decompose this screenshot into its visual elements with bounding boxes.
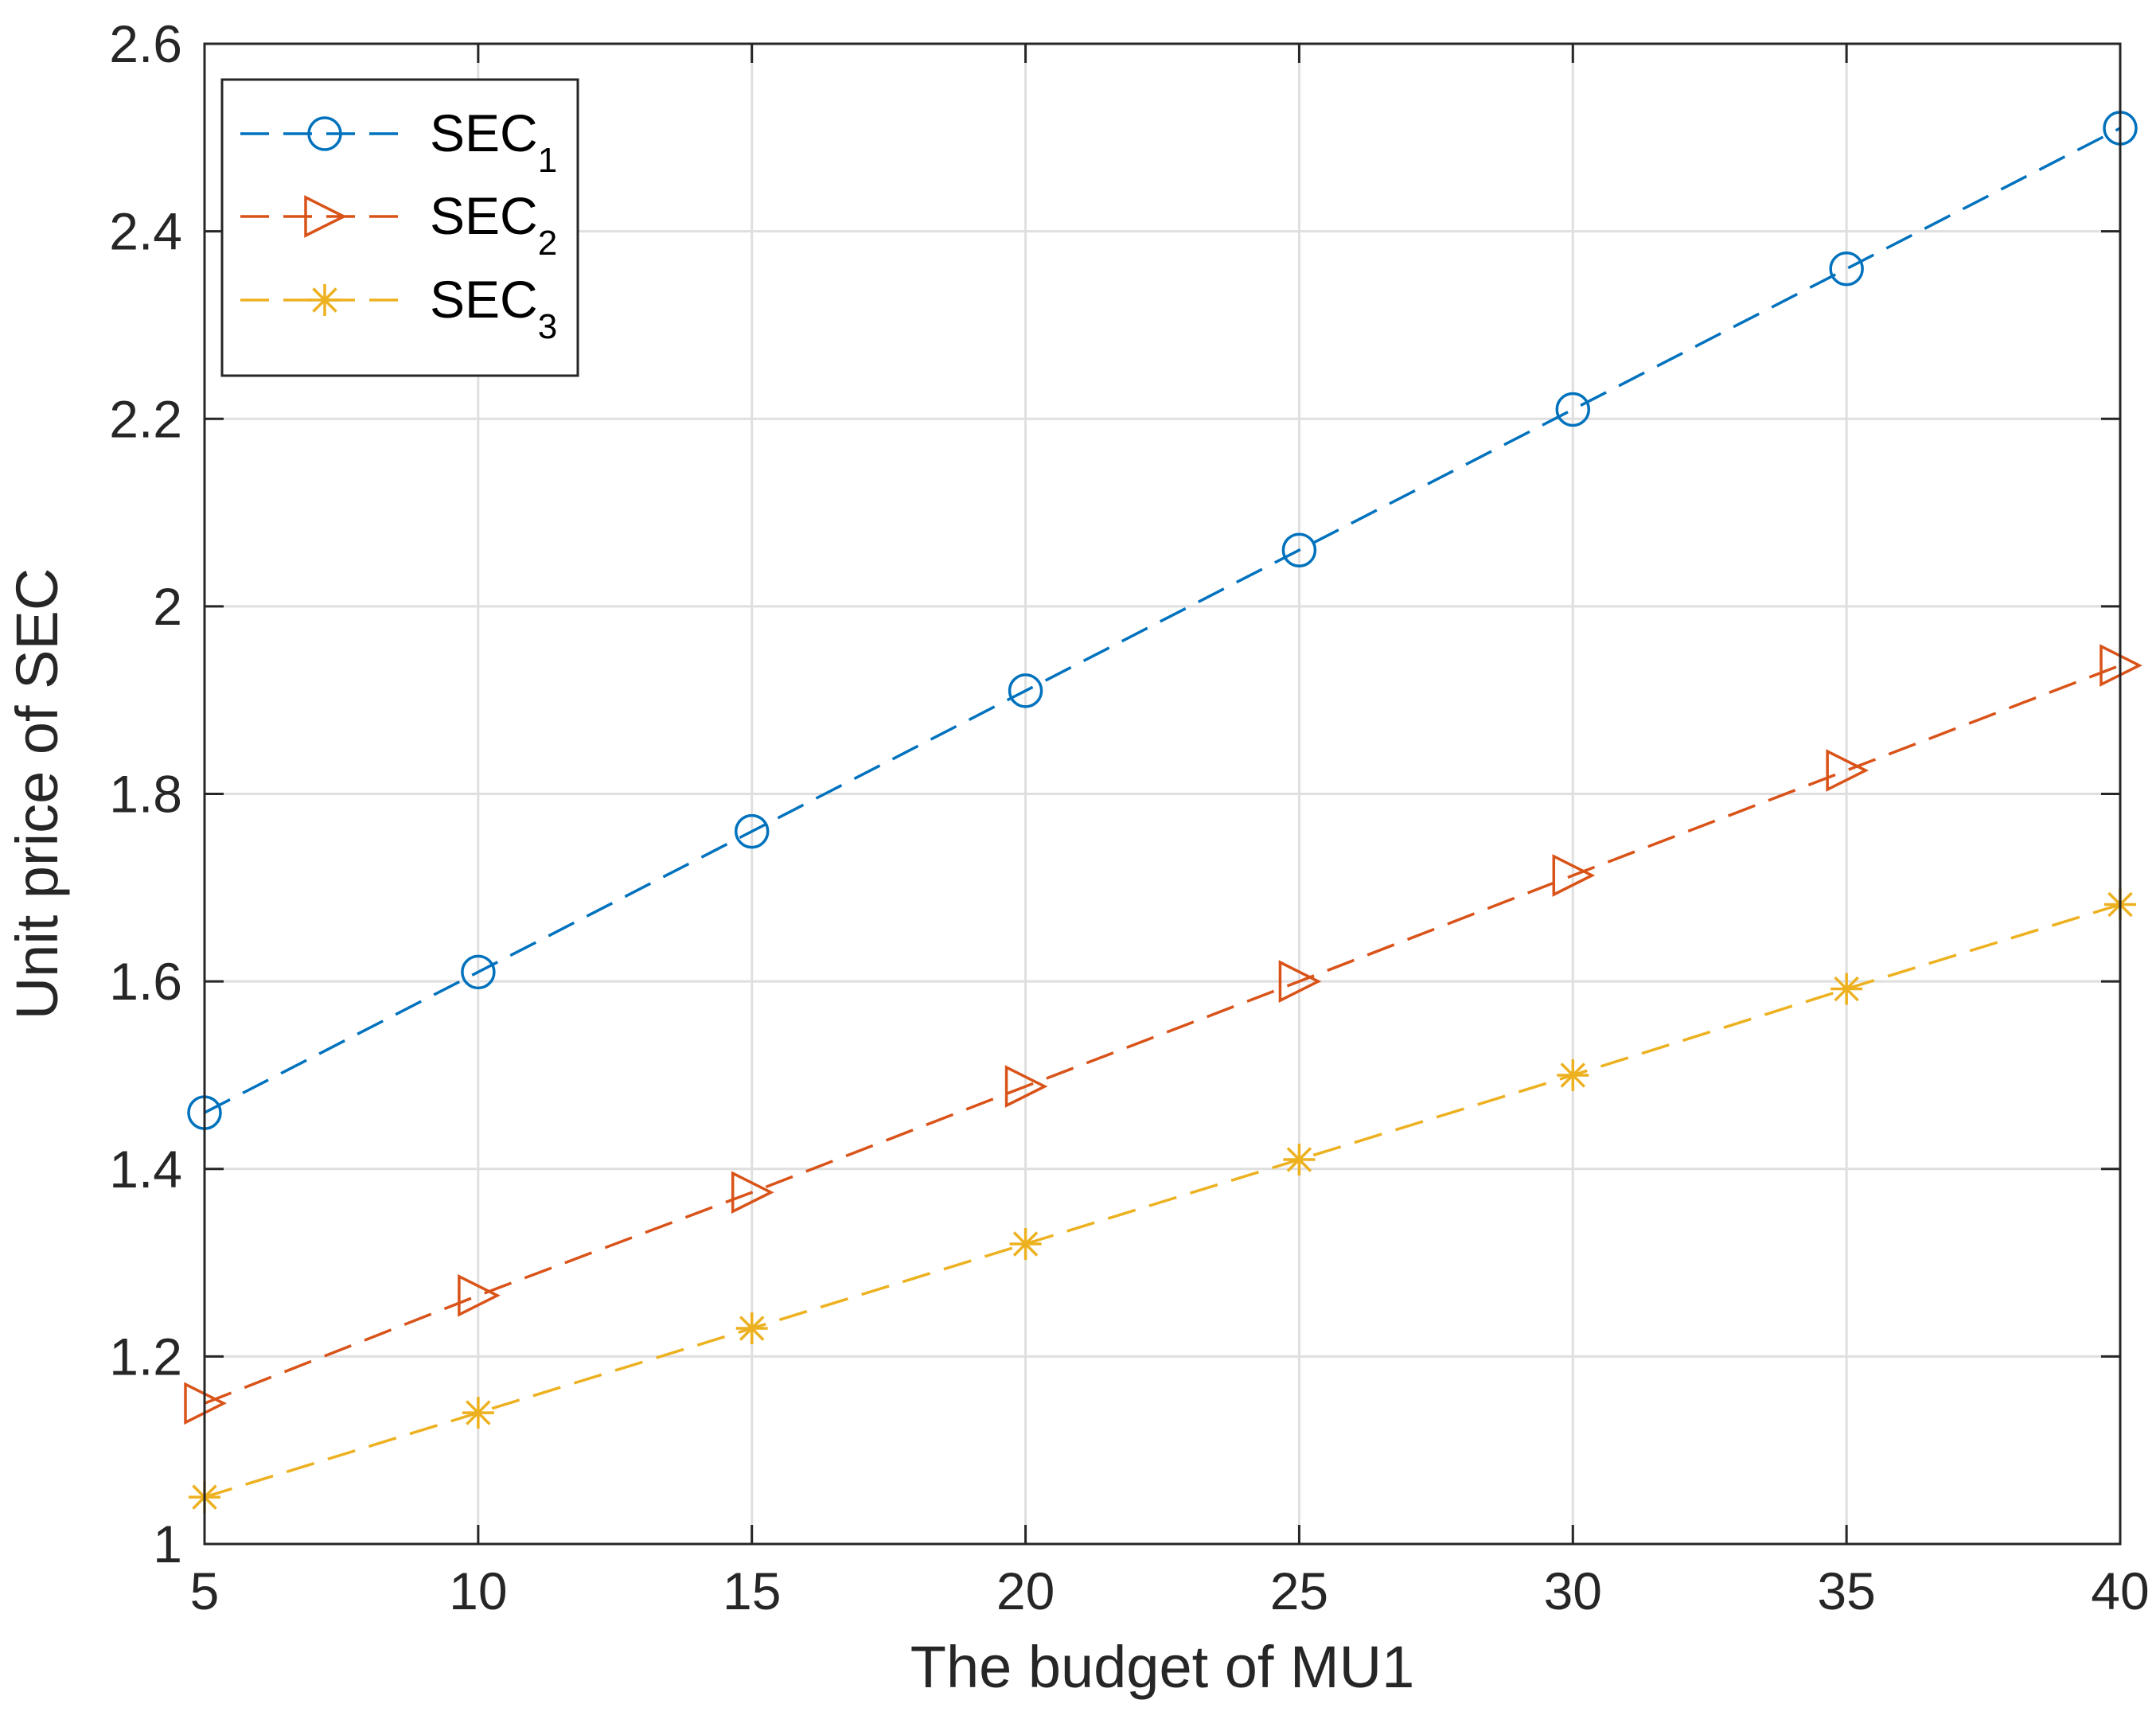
series-lines [204,127,2121,1499]
x-axis-title: The budget of MU1 [910,1634,1414,1700]
series-2-point [1552,854,1596,897]
series-3-point-stroke-d2 [739,1316,765,1341]
series-1-point-shape [1829,251,1864,287]
series-2-point-shape [731,1171,774,1214]
x-tick-label: 20 [996,1562,1055,1620]
series-3-point [1557,1059,1589,1091]
y-tick-label: 1 [153,1515,182,1573]
legend-label-subscript: 2 [538,224,557,263]
legend-marker-2-shape [304,195,347,238]
series-1-point [1829,251,1864,287]
legend-label-text: SEC [430,270,538,329]
y-tick-label: 1.4 [109,1140,182,1199]
legend-label-subscript: 3 [538,307,557,346]
series-1-point-shape [1281,532,1317,567]
y-tick-label: 2.4 [109,202,182,261]
axis-ticks [203,42,2122,1546]
y-tick-label: 1.6 [109,952,182,1011]
series-3-point [1830,973,1863,1005]
y-tick-label: 2.6 [109,14,182,73]
series-3-point-stroke-d2 [1834,976,1859,1002]
series-1-point-shape [734,813,770,849]
series-3-point-stroke-d2 [466,1400,491,1425]
series-3-point [735,1312,768,1345]
y-axis-title: Unit price of SEC [4,568,70,1020]
series-3-point-stroke-d2 [1012,1231,1039,1257]
legend-marker-3-stroke-d2 [312,287,337,313]
y-tick-label: 2.2 [109,389,182,448]
series-3-point-stroke-d2 [1560,1062,1586,1088]
series-2-point-shape [1826,749,1869,792]
legend-label-3: SEC3 [430,270,557,346]
series-3-point [1283,1143,1316,1176]
x-tick-label: 5 [190,1562,220,1620]
series-3-line [204,903,2121,1499]
x-axis-tick-labels: 5 10 15 20 25 30 35 40 [190,1562,2150,1620]
series-2-point [1278,960,1322,1003]
x-tick-label: 15 [723,1562,781,1620]
legend-label-1: SEC1 [430,103,557,180]
series-1-point [1281,532,1317,567]
series-1-point [734,813,770,849]
legend-marker-2 [304,195,347,238]
series-2-point-shape [1552,854,1596,897]
x-tick-label: 40 [2091,1562,2149,1620]
x-tick-label: 35 [1817,1562,1875,1620]
x-tick-label: 30 [1544,1562,1602,1620]
legend-marker-3 [309,284,341,316]
x-tick-label: 10 [449,1562,507,1620]
legend-marker-1 [307,116,342,151]
series-2-point-shape [458,1273,501,1317]
series-1-point-shape [1008,673,1043,708]
series-2-point [1826,749,1869,792]
legend-marker-1-shape [307,116,342,151]
y-tick-label: 1.8 [109,765,182,824]
legend-label-text: SEC [430,186,538,245]
series-1-point [1008,673,1043,708]
series-3-point [1009,1228,1042,1260]
series-2-point [731,1171,774,1214]
y-axis-tick-labels: 1 1.2 1.4 1.6 1.8 2 2.2 2.4 2.6 [109,14,182,1573]
series-3-point-stroke-d2 [1286,1147,1312,1172]
series-2-point-shape [1278,960,1322,1003]
series-2-point [458,1273,501,1317]
series-2-point [1004,1065,1048,1108]
y-tick-label: 1.2 [109,1327,182,1386]
x-tick-label: 25 [1270,1562,1328,1620]
series-3-point [462,1397,494,1429]
legend-label-text: SEC [430,103,538,162]
legend-label-2: SEC2 [430,186,557,263]
y-tick-label: 2 [153,577,182,636]
series-1-point-shape [461,954,496,990]
series-1-point [1555,392,1591,427]
legend-box [220,78,579,377]
legend-label-subscript: 1 [538,141,557,180]
series-1-line [204,127,2121,1114]
series-1-point [461,954,496,990]
series-2-point-shape [1004,1065,1048,1108]
series-1-point-shape [1555,392,1591,427]
